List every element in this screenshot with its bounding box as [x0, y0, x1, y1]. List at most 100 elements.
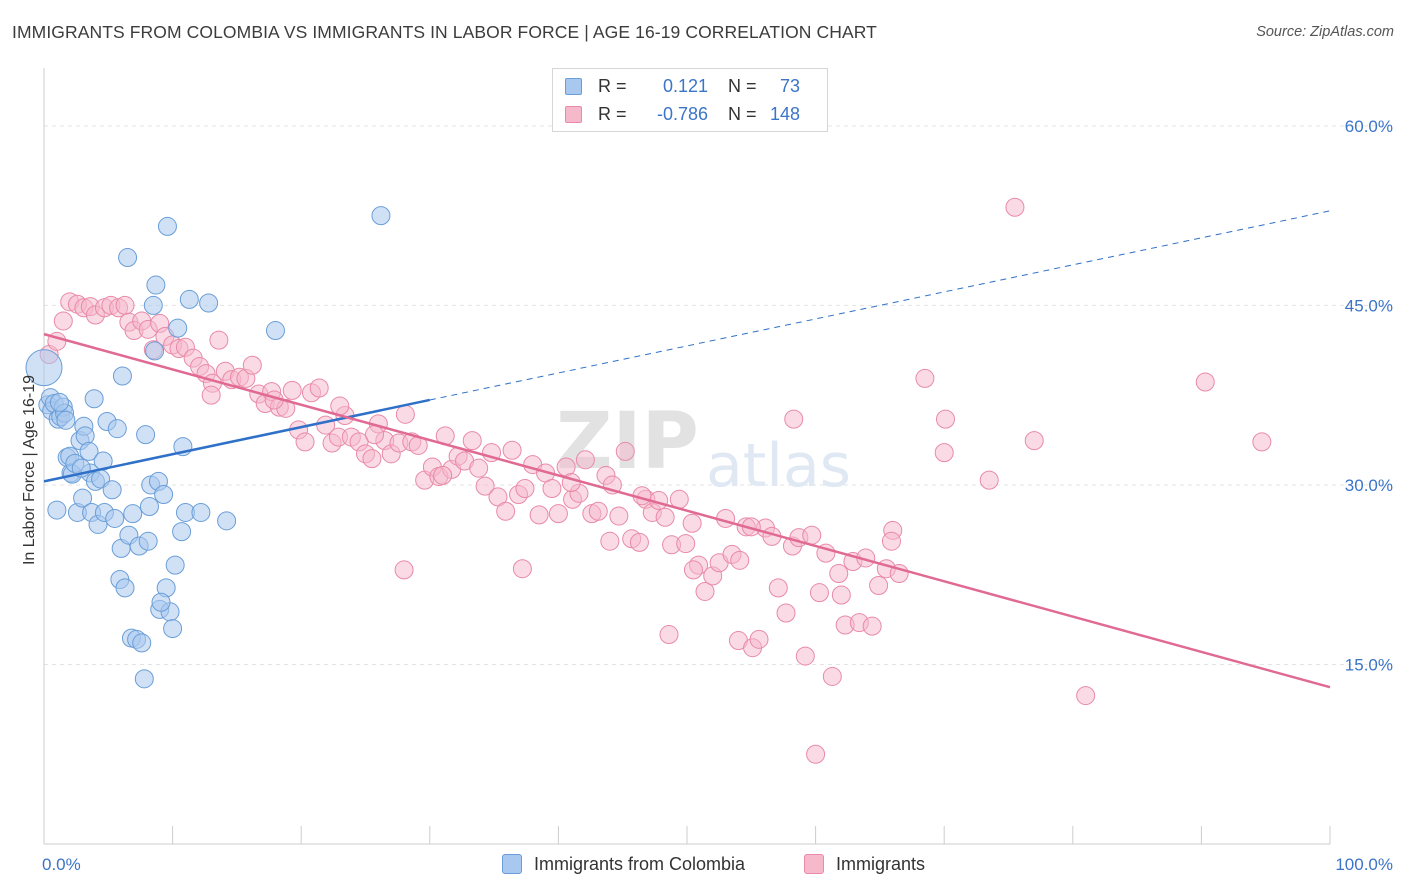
immigrants-point [802, 525, 822, 545]
immigrants-point [1005, 197, 1025, 217]
colombia-point [138, 531, 158, 551]
immigrants-point [682, 513, 702, 533]
immigrants-point [1076, 686, 1096, 706]
colombia-point [105, 508, 125, 528]
immigrants-point [53, 311, 73, 331]
immigrants-point [881, 531, 901, 551]
colombia-point [139, 496, 159, 516]
y-tick-label: 30.0% [1345, 476, 1393, 495]
immigrants-point [362, 449, 382, 469]
colombia-point [191, 502, 211, 522]
immigrants-point [979, 470, 999, 490]
immigrants-point [469, 458, 489, 478]
bottom-legend-swatch-pink [804, 854, 824, 874]
immigrants-point [462, 431, 482, 451]
colombia-point [145, 341, 165, 361]
immigrants-point [809, 583, 829, 603]
immigrants-point [209, 330, 229, 350]
colombia-point [118, 248, 138, 268]
y-tick-label: 15.0% [1345, 655, 1393, 674]
immigrants-point [629, 532, 649, 552]
legend-row-immigrants: R = -0.786 N = 148 [565, 103, 800, 125]
colombia-point [163, 619, 183, 639]
legend-n-value: 148 [769, 103, 800, 124]
immigrants-point [395, 404, 415, 424]
y-tick-label: 60.0% [1345, 117, 1393, 136]
colombia-point [49, 392, 69, 412]
colombia-point [115, 578, 135, 598]
colombia-point [107, 419, 127, 439]
grid-lines [44, 125, 1395, 665]
immigrants-point [1252, 432, 1272, 452]
legend-n-label: N = [728, 103, 757, 124]
legend-r-value: -0.786 [656, 103, 708, 124]
legend-row-colombia: R = 0.121 N = 73 [565, 75, 800, 97]
immigrants-point [776, 603, 796, 623]
colombia-point [102, 480, 122, 500]
chart-source: Source: ZipAtlas.com [1256, 24, 1394, 40]
colombia-point [73, 488, 93, 508]
watermark: ZIP [556, 397, 699, 487]
x-tick-label: 0.0% [42, 855, 81, 874]
tick-labels: 15.0% 30.0% 45.0% 60.0% 0.0% 100.0% [42, 117, 1393, 874]
colombia-point [84, 389, 104, 409]
colombia-point [265, 321, 285, 341]
legend-r-value: 0.121 [662, 75, 708, 96]
immigrants-point [749, 629, 769, 649]
colombia-point [154, 485, 174, 505]
colombia-point [172, 522, 192, 542]
immigrants-point [242, 355, 262, 375]
immigrants-point [115, 295, 135, 315]
immigrants-point [655, 507, 675, 527]
immigrants-point [683, 560, 703, 580]
x-tick-label: 100.0% [1335, 855, 1393, 874]
colombia-point [75, 426, 95, 446]
colombia-point [56, 410, 76, 430]
immigrants-point [659, 625, 679, 645]
immigrants-point [1024, 431, 1044, 451]
bottom-legend-label: Immigrants from Colombia [534, 853, 746, 874]
immigrants-point [822, 666, 842, 686]
axes [43, 68, 1331, 845]
immigrants-point [829, 564, 849, 584]
immigrants-point [502, 440, 522, 460]
immigrants-point [730, 550, 750, 570]
legend-swatch-blue [565, 77, 582, 95]
bottom-legend-label: Immigrants [836, 853, 926, 874]
immigrants-point [676, 534, 696, 554]
stats-legend: R = 0.121 N = 73 R = -0.786 N = 148 [552, 68, 828, 132]
immigrants-point [496, 501, 516, 521]
immigrants-point [588, 501, 608, 521]
colombia-point [79, 441, 99, 461]
immigrants-point [433, 465, 453, 485]
immigrants-point [475, 476, 495, 496]
colombia-point [179, 289, 199, 309]
immigrants-point [295, 432, 315, 452]
immigrants-point [784, 409, 804, 429]
immigrants-point [330, 396, 350, 416]
immigrants-point [575, 450, 595, 470]
colombia-point [151, 592, 171, 612]
immigrants-point [201, 385, 221, 405]
immigrants-point [394, 560, 414, 580]
colombia-point [136, 425, 156, 445]
legend-n-label: N = [728, 75, 757, 96]
immigrants-point [609, 506, 629, 526]
colombia-point [134, 669, 154, 689]
legend-r-label: R = [598, 75, 627, 96]
y-tick-label: 45.0% [1345, 296, 1393, 315]
y-axis-label: In Labor Force | Age 16-19 [21, 375, 38, 565]
immigrants-point [915, 368, 935, 388]
colombia-points [25, 206, 391, 689]
immigrants-point [365, 425, 385, 445]
colombia-point [168, 318, 188, 338]
immigrants-point [768, 578, 788, 598]
legend-n-value: 73 [779, 75, 800, 96]
immigrants-point [542, 479, 562, 499]
immigrants-point [515, 479, 535, 499]
immigrants-point [309, 378, 329, 398]
legend-swatch-pink [565, 105, 582, 123]
immigrants-trend-line [43, 332, 1331, 689]
immigrants-point [795, 646, 815, 666]
